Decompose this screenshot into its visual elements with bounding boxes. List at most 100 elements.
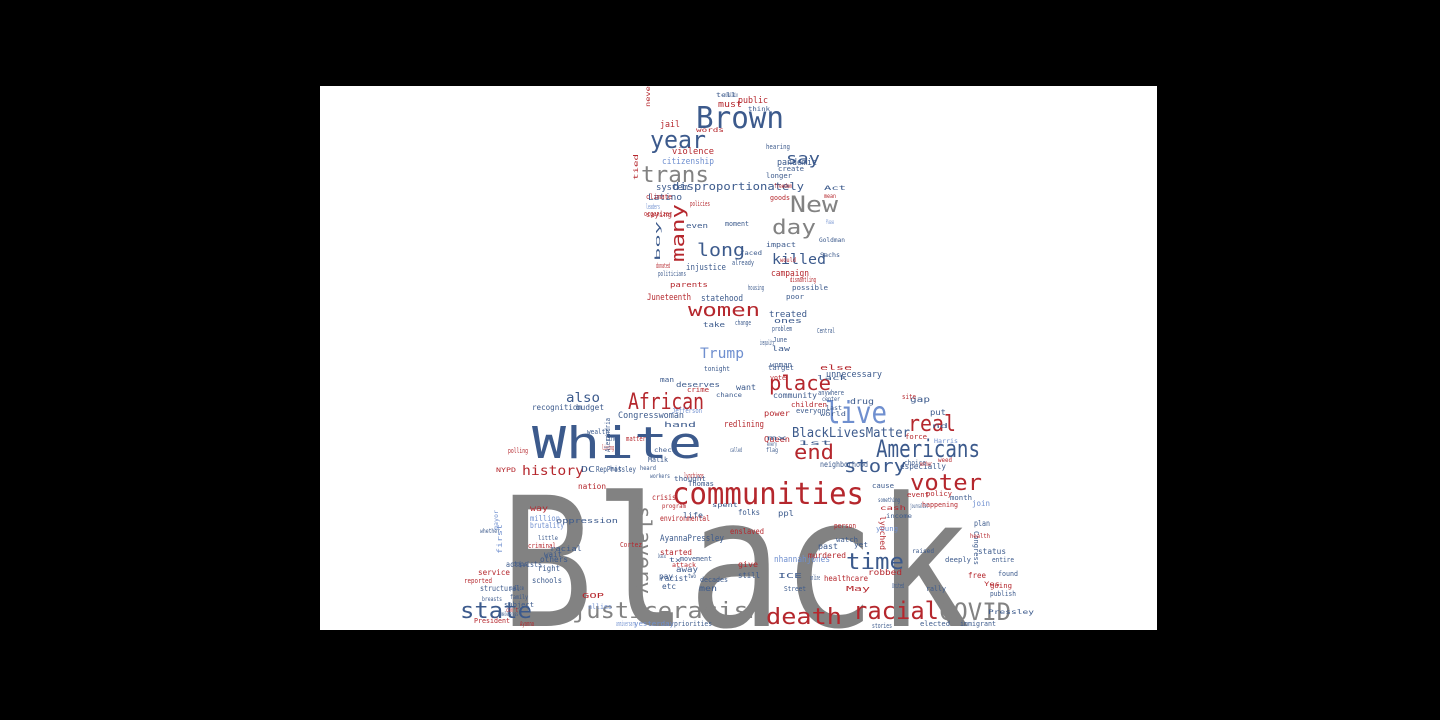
word-please: Please [826,219,834,226]
word-racist: racist [660,574,688,583]
word-matter: matter [626,435,646,443]
word-health: health [970,533,990,540]
word-allies: allies [588,603,612,611]
word-others: others [540,555,568,564]
word-black: Black [500,460,970,630]
word-ice: ICE [778,572,802,580]
word-white: White [532,418,702,469]
word-cloud: Black police White communities Brown liv… [460,86,1035,630]
word-faced: faced [740,250,762,257]
word-freedom: freedom [774,183,792,190]
word-day: day [772,215,816,239]
word-attack: attack [672,562,696,569]
word-reppressley: RepPressley [596,465,636,474]
word-malik: Malik [648,456,669,464]
word-crime: crime [687,386,709,394]
word-policy: policy [926,490,952,498]
word-cause: cause [872,482,894,490]
word-elected: elected [920,620,950,628]
word-folks: folks [738,508,760,517]
word-going: going [990,582,1012,590]
word-hand: hand [664,421,696,429]
word-plan: plan [974,519,990,528]
word-long: long [697,240,745,261]
word-already: already [732,259,754,267]
word-weed: weed [938,457,952,464]
word-donated: donated [656,262,670,270]
word-many: many [668,204,689,262]
word-1st: 1st [798,440,833,447]
word-jail: jail [660,120,680,130]
word-harris: Harris [934,438,958,445]
word-inequality: inequality [760,339,774,347]
word-family: family [510,594,528,601]
word-act: Act [824,185,847,192]
word-latino: Latino [648,193,682,203]
word-away: away [676,565,698,574]
word-force: force [905,433,927,441]
word-robbed: robbed [868,568,902,577]
word-ppl: ppl [778,509,794,518]
word-else: else [820,364,852,372]
word-workers: workers [650,473,670,480]
word-event: event [907,491,929,499]
word-schools: schools [532,576,562,585]
word-gop: GOP [582,592,604,600]
word-saying: saying [646,211,672,219]
word-statehood: statehood [701,294,743,304]
word-whether: whether [480,528,500,535]
word-nypd: NYPD [496,467,517,474]
word-killed: killed [772,252,826,268]
word-tell: tell [716,92,737,99]
word-racial: racial [853,597,939,625]
word-thomas: Thomas [688,480,714,488]
word-redlining: redlining [724,420,764,430]
word-think: think [748,106,770,113]
word-live: live [825,396,887,431]
word-first: first [496,524,504,554]
word-woman: woman [770,361,792,369]
word-man: man [660,376,674,384]
word-especially: especially [900,462,946,471]
word-life: life [683,511,703,520]
word-entire: entire [992,556,1014,564]
word-justice: justice [572,599,672,624]
word-thought: thought [674,475,706,483]
word-campaign: campaign [771,269,809,279]
word-trump: Trump [700,346,744,362]
word-right: right [538,564,560,573]
word-united: United [892,582,904,590]
word-put: put [930,408,946,417]
word-must: must [718,100,742,110]
word-slavery: slavery [632,506,656,594]
word-public: public [738,96,768,106]
word-climate: climate [646,193,672,201]
word-wait: wait [544,550,562,559]
word-yesterday: yesterday [634,620,674,628]
word-polling: polling [508,447,528,455]
word-create: create [778,165,804,173]
word-dc: DC [581,465,595,474]
word-yet: yet [854,541,868,549]
word-impact: impact [766,241,796,249]
word-last: last [826,405,842,412]
word-called: called [730,447,742,454]
word-ones: ones [774,317,802,325]
word-problem: problem [772,325,792,333]
word-vote: vote [770,374,786,382]
word-hit: hit [610,465,622,473]
word-movement: movement [680,555,712,563]
word-flag: flag [766,447,778,454]
word-street: Street [784,585,806,593]
word-law: law [772,345,791,353]
word-nation: nation [578,482,606,491]
word-happening: happening [922,501,958,509]
word-environmental: environmental [660,514,710,523]
word-murdered: murdered [808,551,846,560]
word-yes: Yes [984,581,1001,588]
word-structural: structural [480,584,520,593]
word-activists: activists [506,560,542,569]
word-power: power [764,409,790,418]
word-change: change [735,319,751,327]
word-reported: reported [464,577,492,585]
